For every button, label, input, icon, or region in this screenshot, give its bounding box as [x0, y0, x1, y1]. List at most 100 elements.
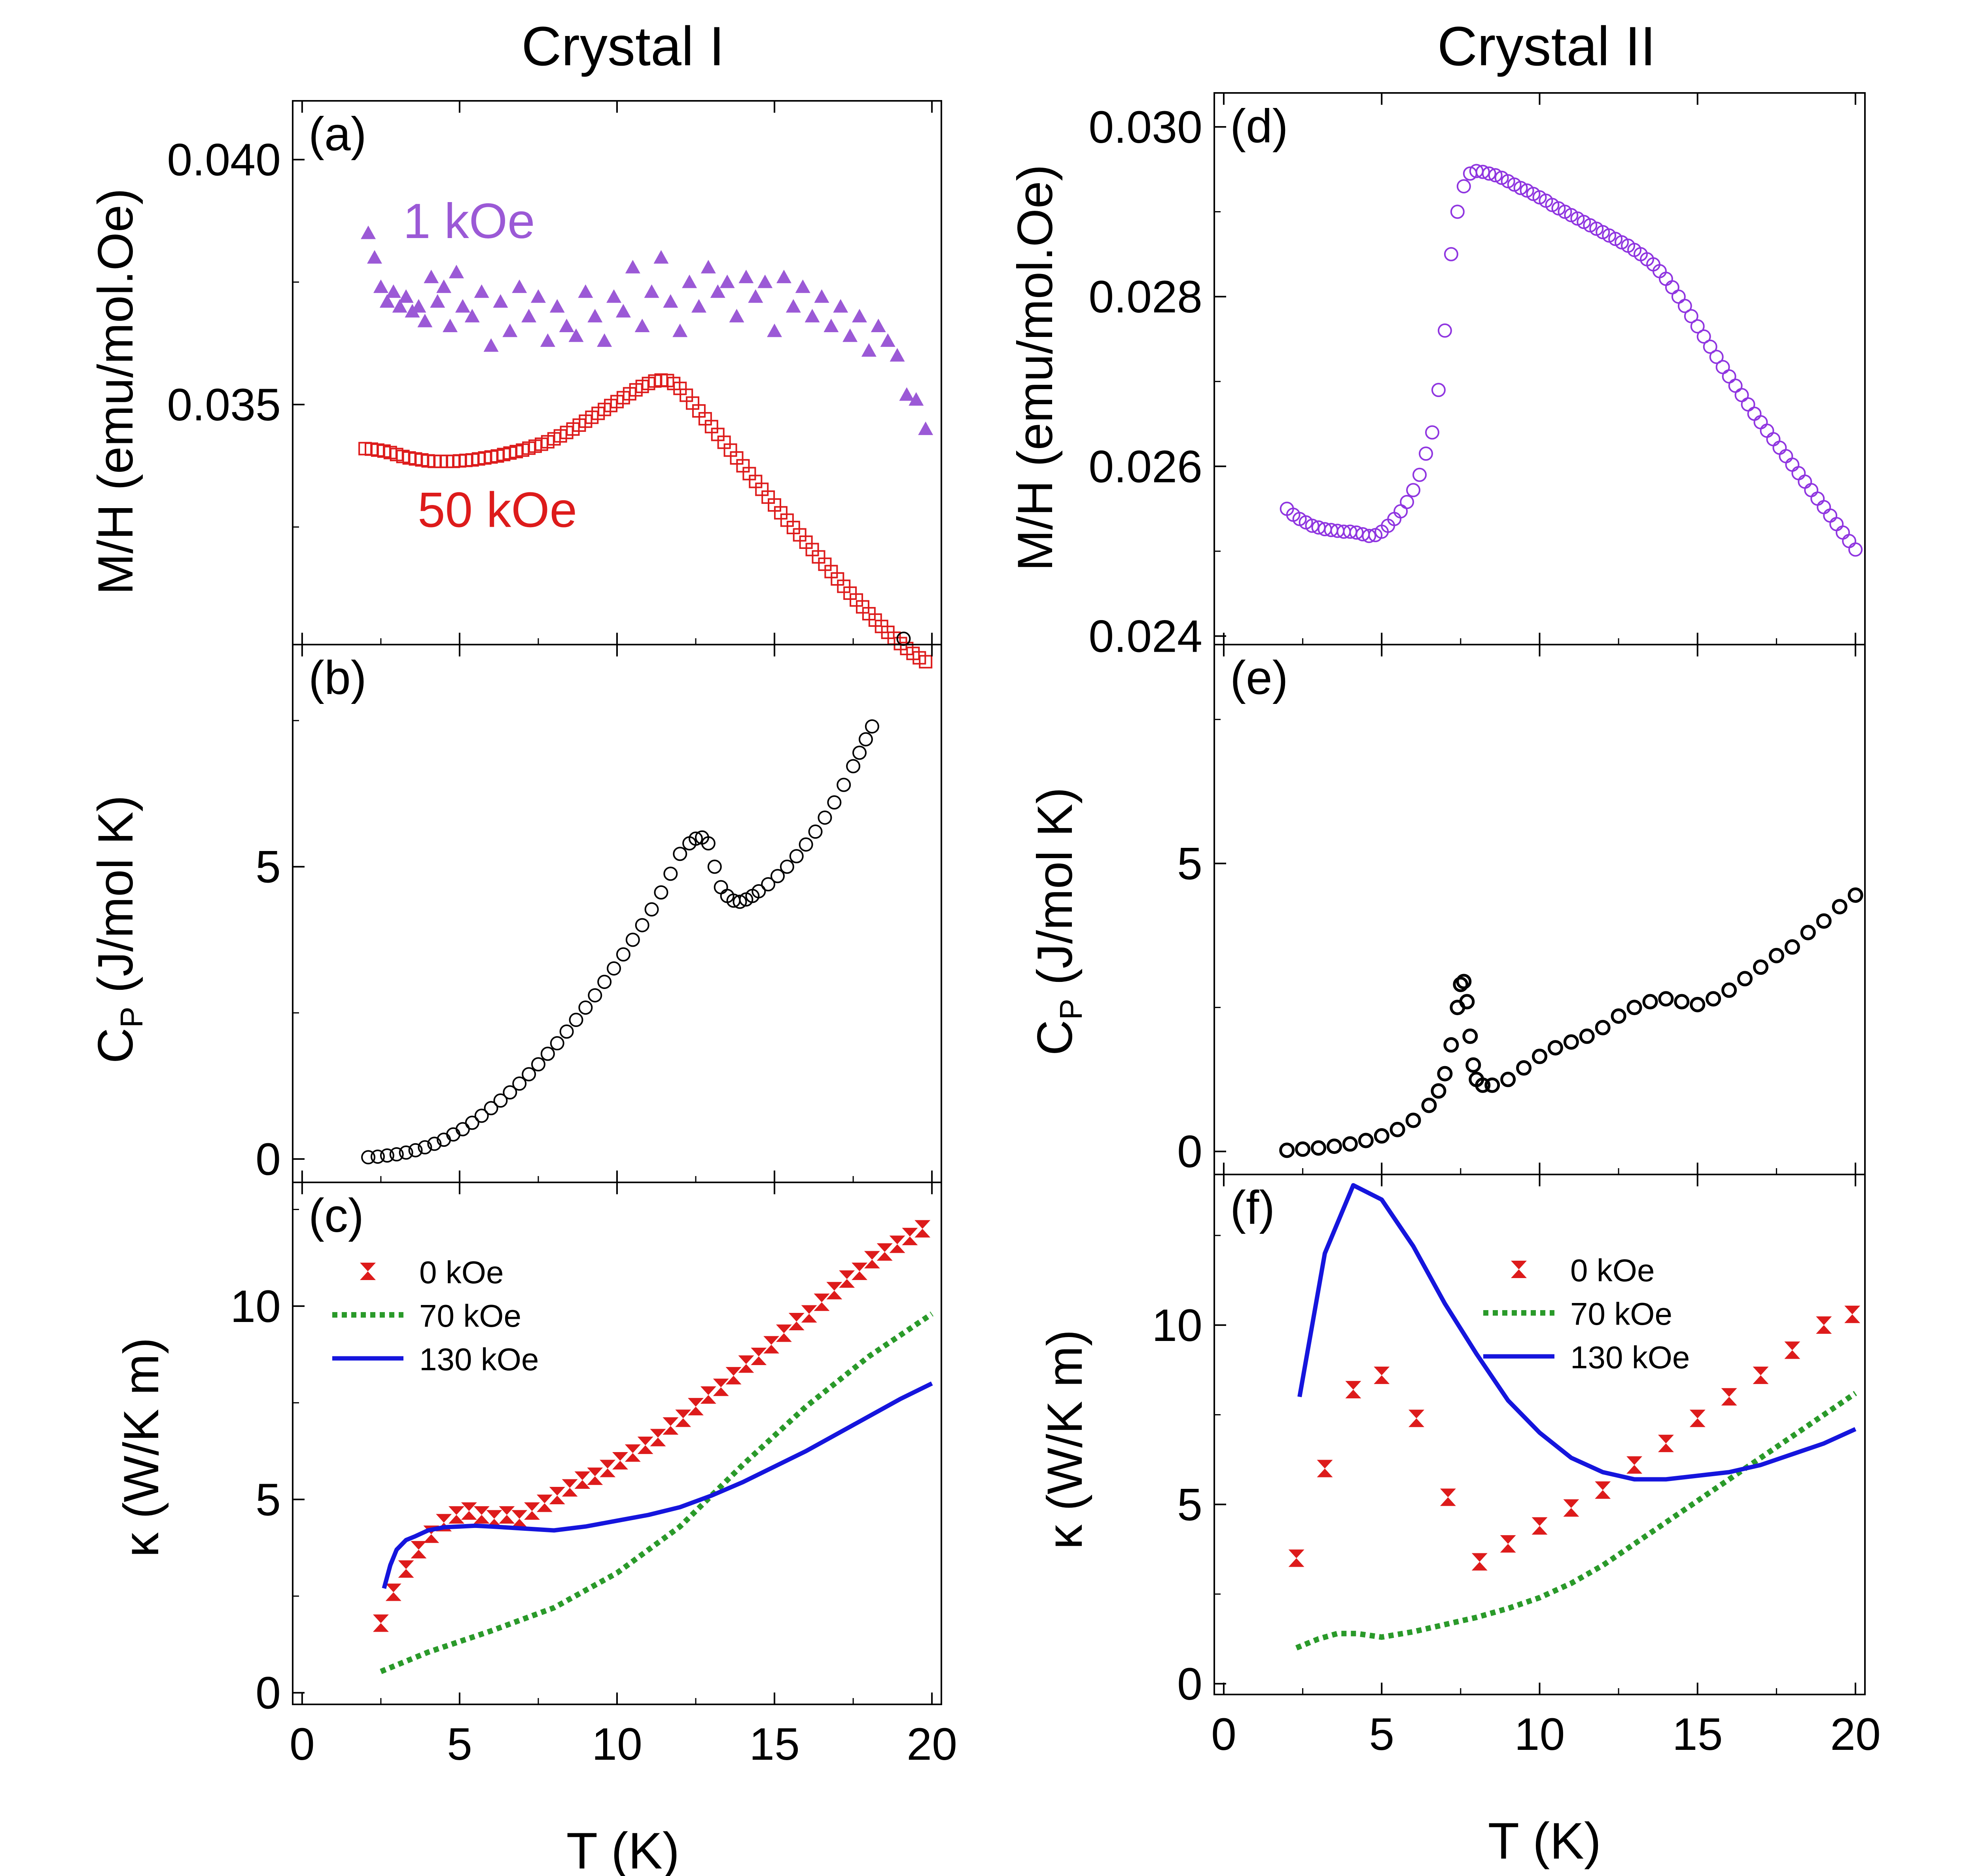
- data-point-a: [578, 284, 593, 298]
- data-point-e: [1658, 991, 1674, 1007]
- data-point-e: [1516, 1060, 1532, 1076]
- data-point-c: [914, 1220, 931, 1238]
- data-point-d: [1703, 339, 1717, 354]
- data-point-b: [780, 859, 794, 874]
- data-point-a: [748, 289, 763, 303]
- data-point-f: [1658, 1435, 1674, 1452]
- x-tick-label-c: 5: [447, 1719, 472, 1770]
- data-point-f: [1408, 1409, 1425, 1427]
- legend-label-f: 0 kOe: [1570, 1253, 1655, 1288]
- data-point-c: [650, 1429, 666, 1447]
- data-point-a: [861, 343, 876, 357]
- data-point-d: [1677, 299, 1692, 313]
- data-point-a: [833, 299, 848, 313]
- data-point-e: [1421, 1097, 1437, 1113]
- data-point-a: [757, 274, 773, 288]
- data-point-e: [1848, 887, 1863, 903]
- data-point-f: [1440, 1488, 1456, 1506]
- data-point-a: [738, 269, 754, 284]
- data-point-f: [1844, 1305, 1861, 1323]
- data-point-a: [823, 318, 839, 333]
- data-point-a: [549, 299, 565, 313]
- data-point-c: [549, 1487, 565, 1504]
- data-point-a: [379, 294, 395, 308]
- data-point-b: [818, 810, 832, 825]
- series-d-0: [1280, 164, 1863, 557]
- data-point-e: [1579, 1028, 1595, 1044]
- series-line-f-1: [1295, 1391, 1857, 1651]
- data-point-a: [644, 284, 659, 298]
- data-point-a: [871, 318, 886, 333]
- series-f-2: [1297, 1183, 1857, 1482]
- data-point-e: [1465, 1057, 1481, 1073]
- data-point-c: [663, 1417, 679, 1435]
- data-point-a: [587, 309, 603, 323]
- data-point-e: [1374, 1128, 1390, 1144]
- panel-frame-b: [292, 644, 942, 1183]
- data-point-d: [1513, 181, 1528, 195]
- panel-b: 0 5 (b): [256, 632, 942, 1185]
- data-point-a: [597, 333, 612, 347]
- data-point-d: [1817, 500, 1831, 514]
- data-point-e: [1326, 1138, 1342, 1154]
- series-c-0: [373, 1220, 931, 1632]
- panel-c: 0 5 10 0 5 10 15 20 (c) 0 kOe 70 kOe 130 kOe: [230, 1182, 957, 1770]
- data-point-d: [1412, 467, 1427, 482]
- data-point-d: [1709, 350, 1724, 364]
- data-point-b: [852, 745, 867, 760]
- data-point-b: [701, 836, 716, 851]
- series-e-0: [1279, 887, 1863, 1158]
- data-point-a: [530, 289, 546, 303]
- data-point-b: [846, 759, 861, 773]
- data-point-b: [858, 732, 873, 747]
- data-point-a: [719, 274, 735, 288]
- data-point-e: [1459, 994, 1475, 1010]
- y-tick-label-e: 0: [1177, 1127, 1202, 1177]
- data-point-a: [672, 323, 688, 337]
- data-point-c: [373, 1614, 389, 1632]
- data-point-b: [550, 1036, 564, 1051]
- y-axis-label-mh-left: M/H (emu/mol.Oe): [88, 188, 143, 595]
- data-point-a: [398, 289, 414, 303]
- y-tick-label-d: 0.026: [1089, 441, 1202, 492]
- x-tick-label-c: 10: [592, 1719, 642, 1770]
- data-point-a: [367, 250, 382, 264]
- y-axis-label-kappa-left: κ (W/K m): [114, 1337, 169, 1557]
- data-point-b: [559, 1024, 574, 1039]
- data-point-e: [1626, 1000, 1642, 1016]
- data-point-a: [483, 338, 499, 352]
- data-point-a: [568, 328, 584, 342]
- data-point-a: [842, 328, 858, 342]
- data-point-a: [890, 348, 905, 362]
- panel-frame-e: [1213, 644, 1866, 1175]
- y-tick-label-b: 0: [256, 1134, 281, 1185]
- data-point-c: [536, 1494, 553, 1512]
- data-point-f: [1471, 1553, 1488, 1571]
- data-point-f: [1531, 1517, 1548, 1535]
- data-point-d: [1829, 517, 1844, 531]
- data-point-d: [1305, 518, 1319, 533]
- data-point-c: [574, 1471, 591, 1489]
- data-point-c: [688, 1398, 704, 1416]
- data-point-a: [653, 250, 669, 264]
- data-point-b: [865, 719, 879, 734]
- data-point-b: [733, 895, 747, 909]
- series-c-2: [382, 1381, 933, 1589]
- y-axis-label-kappa-right: κ (W/K m): [1037, 1329, 1092, 1549]
- panel-d: 0.024 0.026 0.028 0.030 (d): [1089, 92, 1866, 662]
- data-point-d: [1400, 495, 1414, 509]
- data-point-b: [389, 1147, 404, 1162]
- data-point-d: [1753, 415, 1768, 429]
- data-point-d: [1772, 441, 1787, 455]
- data-point-a: [521, 309, 537, 323]
- data-point-d: [1760, 424, 1774, 438]
- data-point-c: [675, 1409, 691, 1427]
- data-point-d: [1362, 529, 1376, 543]
- data-point-b: [761, 877, 776, 892]
- data-point-d: [1419, 446, 1433, 461]
- data-point-a: [918, 421, 933, 435]
- panel-label-c: (c): [309, 1189, 364, 1242]
- data-point-b: [455, 1122, 470, 1137]
- data-point-e: [1832, 899, 1848, 915]
